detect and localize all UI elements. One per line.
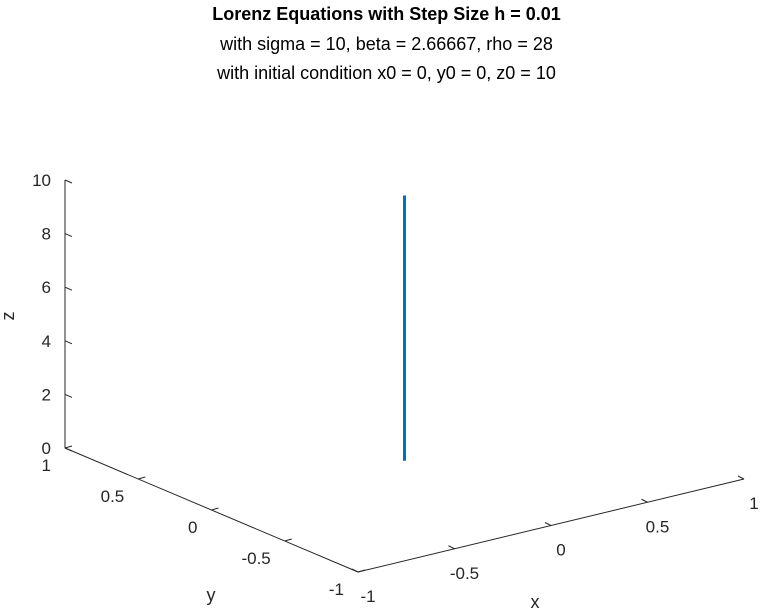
x-tick [641, 498, 648, 503]
chart-subtitle-line-2: with initial condition x0 = 0, y0 = 0, z… [217, 63, 556, 83]
z-tick [64, 393, 73, 398]
x-tick [351, 568, 359, 573]
y-tick-label: 0 [188, 518, 197, 537]
z-axis-label: z [0, 312, 18, 321]
y-tick-label: 0.5 [101, 487, 125, 506]
x-tick-label: 0.5 [646, 517, 670, 536]
y-tick-label: -0.5 [241, 549, 270, 568]
chart-subtitle-line-1: with sigma = 10, beta = 2.66667, rho = 2… [220, 34, 553, 54]
y-axis-label: y [207, 585, 216, 605]
chart-title: Lorenz Equations with Step Size h = 0.01 [212, 4, 561, 24]
y-tick [64, 445, 73, 449]
z-tick [64, 447, 73, 452]
z-tick-label: 0 [42, 439, 51, 458]
y-tick-label: 1 [42, 456, 51, 475]
z-tick [64, 286, 73, 291]
y-tick-label: -1 [329, 580, 344, 599]
z-tick-label: 8 [42, 225, 51, 244]
z-tick-label: 10 [32, 171, 51, 190]
y-tick [138, 476, 146, 480]
y-tick [211, 507, 219, 511]
z-tick-label: 2 [42, 385, 51, 404]
x-tick [448, 545, 455, 550]
x-tick [544, 522, 552, 526]
z-tick-label: 6 [42, 278, 51, 297]
x-axis-label: x [531, 592, 540, 610]
tick-labels: 0 2 4 6 8 10 -1 -0.5 0 0.5 1 -1 -0.5 0 0.5 1 [32, 171, 759, 606]
x-tick-label: -0.5 [450, 564, 479, 583]
z-tick [64, 233, 73, 238]
x-tick [737, 475, 745, 480]
y-tick [357, 569, 366, 573]
ticks [64, 179, 745, 573]
z-tick [64, 340, 73, 345]
z-tick-label: 4 [42, 332, 51, 351]
x-tick-label: 1 [749, 494, 758, 513]
x-tick-label: 0 [556, 541, 565, 560]
y-tick [284, 538, 292, 542]
z-tick [64, 179, 73, 184]
x-tick-label: -1 [360, 587, 375, 606]
